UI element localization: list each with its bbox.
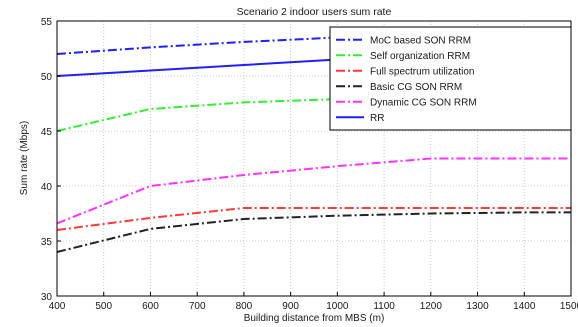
x-tick-label: 600 <box>142 301 159 312</box>
x-tick-label: 1200 <box>420 301 443 312</box>
plot-frame <box>56 20 572 297</box>
x-tick-label: 1500 <box>560 301 578 312</box>
legend-label: MoC based SON RRM <box>370 35 471 46</box>
legend: MoC based SON RRM Self organization RRM Fu… <box>329 26 572 131</box>
x-tick-label: 1100 <box>373 301 395 312</box>
x-tick-label: 700 <box>189 301 206 312</box>
legend-label: RR <box>370 113 384 124</box>
chart-title: Scenario 2 indoor users sum rate <box>237 6 392 18</box>
y-axis-label: Sum rate (Mbps) <box>19 121 30 195</box>
legend-label: Full spectrum utilization <box>370 66 474 77</box>
x-tick-label: 1300 <box>466 301 489 312</box>
x-tick-label: 400 <box>49 301 66 312</box>
y-tick-label: 30 <box>41 292 53 303</box>
x-tick-label: 900 <box>282 301 299 312</box>
ticks: 400 500 600 700 800 900 1000 1100 1200 1300 1400 15… <box>41 17 578 312</box>
y-tick-label: 55 <box>41 17 53 28</box>
legend-label: Self organization RRM <box>370 51 470 62</box>
y-tick-label: 45 <box>41 127 53 138</box>
legend-box <box>329 26 572 131</box>
y-tick-label: 35 <box>41 237 53 248</box>
legend-label: Basic CG SON RRM <box>370 82 462 93</box>
x-tick-label: 1000 <box>326 301 349 312</box>
legend-label: Dynamic CG SON RRM <box>370 97 477 108</box>
x-tick-label: 1400 <box>513 301 536 312</box>
x-tick-label: 500 <box>95 301 112 312</box>
x-tick-label: 800 <box>236 301 253 312</box>
y-tick-label: 50 <box>41 72 53 83</box>
y-tick-label: 40 <box>41 182 53 193</box>
x-axis-label: Building distance from MBS (m) <box>244 313 385 324</box>
